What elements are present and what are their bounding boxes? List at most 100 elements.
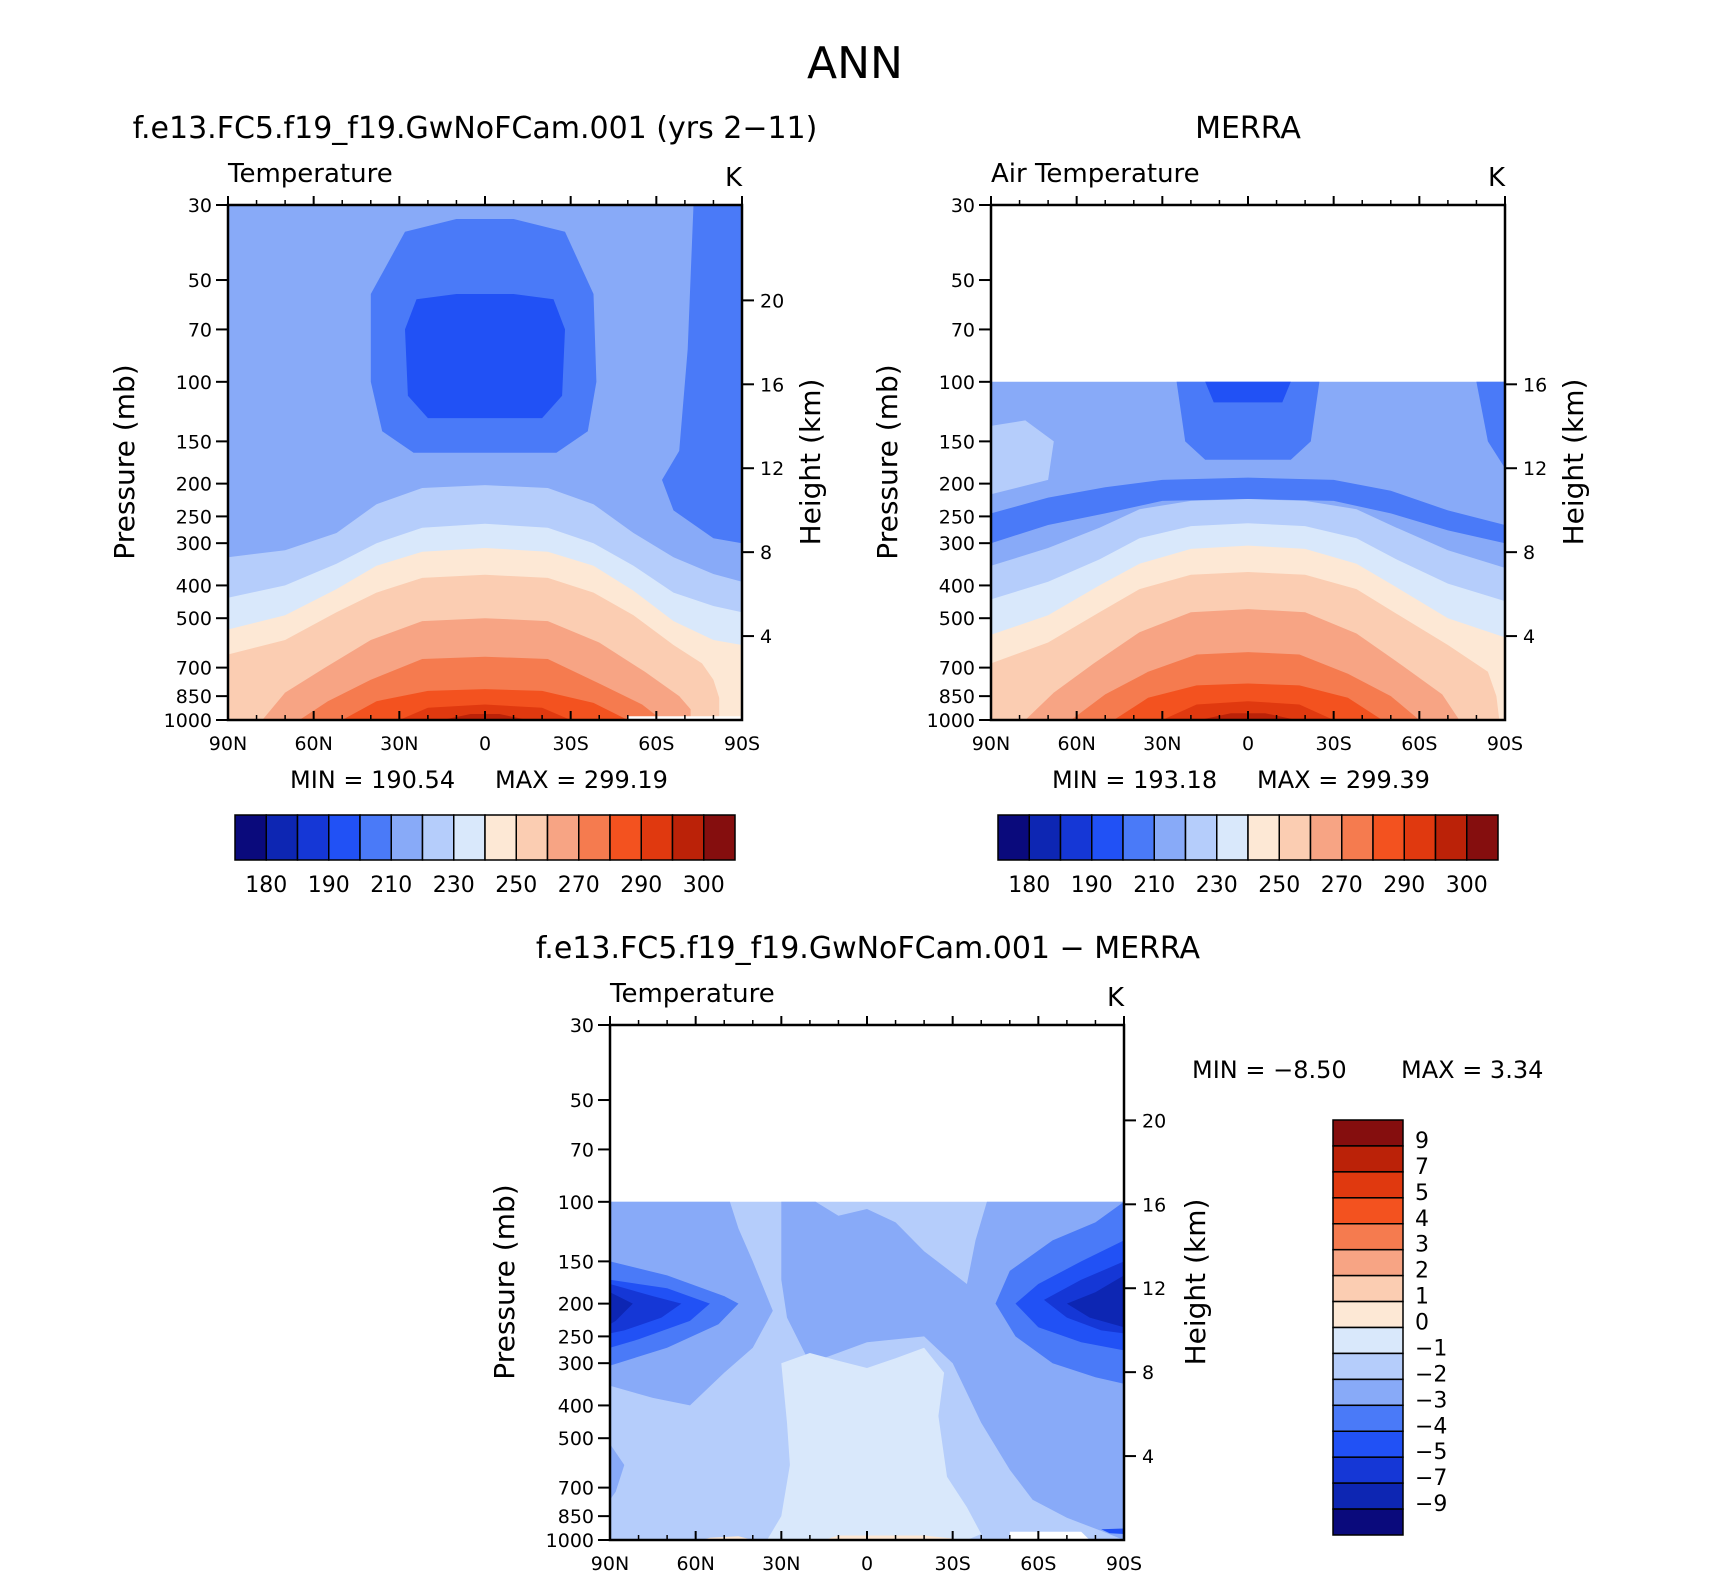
x-tick-label: 30N — [762, 1553, 800, 1575]
panel-subtitle: Air Temperature — [991, 159, 1200, 189]
y-tick-label: 50 — [951, 270, 975, 292]
x-tick-label: 60N — [676, 1553, 714, 1575]
chart-panel-obs: MERRA Air Temperature K 90N 60N 30N 0 30S 60S 90S… — [871, 111, 1590, 898]
colorbar-label: −2 — [1415, 1362, 1447, 1387]
y-tick-label: 250 — [558, 1326, 594, 1348]
panel-title: f.e13.FC5.f19_f19.GwNoFCam.001 (yrs 2−11… — [133, 111, 818, 146]
colorbar-swatch — [359, 814, 392, 861]
y-tick-label: 1000 — [164, 710, 212, 732]
x-tick-label: 90N — [209, 733, 247, 755]
colorbar-label: −3 — [1415, 1388, 1447, 1413]
panel-title: MERRA — [1195, 111, 1301, 146]
y2-tick-label: 8 — [1523, 542, 1535, 564]
x-tick-label: 0 — [479, 733, 491, 755]
colorbar-swatch — [453, 814, 486, 861]
colorbar-label: 190 — [1071, 873, 1113, 898]
y-tick-label: 250 — [939, 506, 975, 528]
colorbar-label: −7 — [1415, 1466, 1447, 1491]
y-tick-label: 850 — [558, 1506, 594, 1528]
y-tick-label: 50 — [570, 1090, 594, 1112]
x-tick-label: 90S — [1487, 733, 1523, 755]
y-axis-title: Pressure (mb) — [871, 364, 904, 559]
colorbar-label: 4 — [1415, 1207, 1429, 1232]
colorbar-swatch — [1332, 1508, 1404, 1536]
contour-band-3 — [662, 205, 742, 544]
main-title: ANN — [807, 38, 903, 89]
colorbar: 180 190 210 230 250 270 290 300 — [997, 814, 1499, 898]
colorbar-label: 270 — [1321, 873, 1363, 898]
colorbar-swatch — [1028, 814, 1062, 861]
y-tick-label: 200 — [558, 1294, 594, 1316]
y2-tick-label: 12 — [1142, 1278, 1166, 1300]
y2-tick-label: 16 — [760, 374, 784, 396]
y-tick-label: 500 — [558, 1428, 594, 1450]
y-tick-label: 200 — [939, 474, 975, 496]
colorbar-swatch — [703, 814, 736, 861]
y-tick-label: 70 — [188, 319, 212, 341]
y-tick-label: 1000 — [927, 710, 975, 732]
contour-band-15 — [1009, 1531, 1090, 1540]
colorbar-swatch — [1332, 1326, 1404, 1355]
y-tick-label: 30 — [188, 195, 212, 217]
y-tick-label: 850 — [176, 686, 212, 708]
panel-subtitle: Temperature — [609, 979, 775, 1009]
colorbar-swatch — [515, 814, 549, 861]
colorbar-swatch — [1332, 1223, 1404, 1251]
y2-tick-label: 12 — [760, 458, 784, 480]
colorbar-swatch — [421, 814, 455, 861]
colorbar-label: 250 — [495, 873, 537, 898]
x-tick-label: 0 — [1242, 733, 1254, 755]
min-stat: MIN = 190.54 — [290, 766, 455, 794]
colorbar-label: 300 — [683, 873, 725, 898]
max-stat: MAX = 299.19 — [495, 766, 668, 794]
x-tick-label: 30N — [1143, 733, 1181, 755]
x-tick-label: 60N — [294, 733, 332, 755]
colorbar-swatch — [1247, 814, 1280, 861]
colorbar-swatch — [1332, 1378, 1404, 1407]
colorbar-label: 210 — [1133, 873, 1175, 898]
x-tick-label: 90S — [724, 733, 760, 755]
contour-fills — [228, 205, 742, 720]
colorbar-label: 7 — [1415, 1155, 1429, 1180]
colorbar-swatch — [296, 814, 330, 861]
x-tick-label: 30S — [1316, 733, 1352, 755]
colorbar-swatch — [1309, 814, 1343, 861]
colorbar-swatch — [1332, 1248, 1404, 1277]
contour-band-4 — [1476, 381, 1505, 469]
colorbar-swatch — [546, 814, 580, 861]
panel-subtitle: Temperature — [227, 159, 393, 189]
colorbar-label: 290 — [620, 873, 662, 898]
y-tick-label: 70 — [570, 1139, 594, 1161]
colorbar-swatch — [1332, 1300, 1404, 1329]
y-tick-label: 100 — [939, 372, 975, 394]
contour-band-12 — [767, 1347, 982, 1540]
colorbar-swatch — [1122, 814, 1155, 861]
contour-band-2 — [1176, 381, 1320, 460]
y-tick-label: 850 — [939, 686, 975, 708]
colorbar-swatch — [1434, 814, 1468, 861]
units-label: K — [1107, 983, 1125, 1013]
contour-band-3 — [610, 1444, 625, 1500]
x-tick-label: 30S — [935, 1553, 971, 1575]
colorbar-swatch — [1332, 1352, 1404, 1381]
colorbar-swatch — [1216, 814, 1249, 861]
colorbar-label: 2 — [1415, 1259, 1429, 1284]
colorbar-label: 3 — [1415, 1233, 1429, 1258]
y-tick-label: 300 — [558, 1353, 594, 1375]
colorbar-label: −5 — [1415, 1440, 1447, 1465]
colorbar-swatch — [234, 814, 267, 861]
y2-tick-label: 8 — [760, 542, 772, 564]
colorbar-swatch — [1278, 814, 1312, 861]
y-tick-label: 400 — [558, 1395, 594, 1417]
y-tick-label: 50 — [188, 270, 212, 292]
y-tick-label: 400 — [176, 575, 212, 597]
colorbar-label: 230 — [1196, 873, 1238, 898]
colorbar: 180 190 210 230 250 270 290 300 — [234, 814, 736, 898]
y-tick-label: 30 — [570, 1015, 594, 1037]
units-label: K — [725, 163, 743, 193]
contour-fills — [991, 381, 1505, 720]
colorbar-label: −9 — [1415, 1492, 1447, 1517]
y-tick-label: 30 — [951, 195, 975, 217]
y-tick-label: 700 — [176, 658, 212, 680]
